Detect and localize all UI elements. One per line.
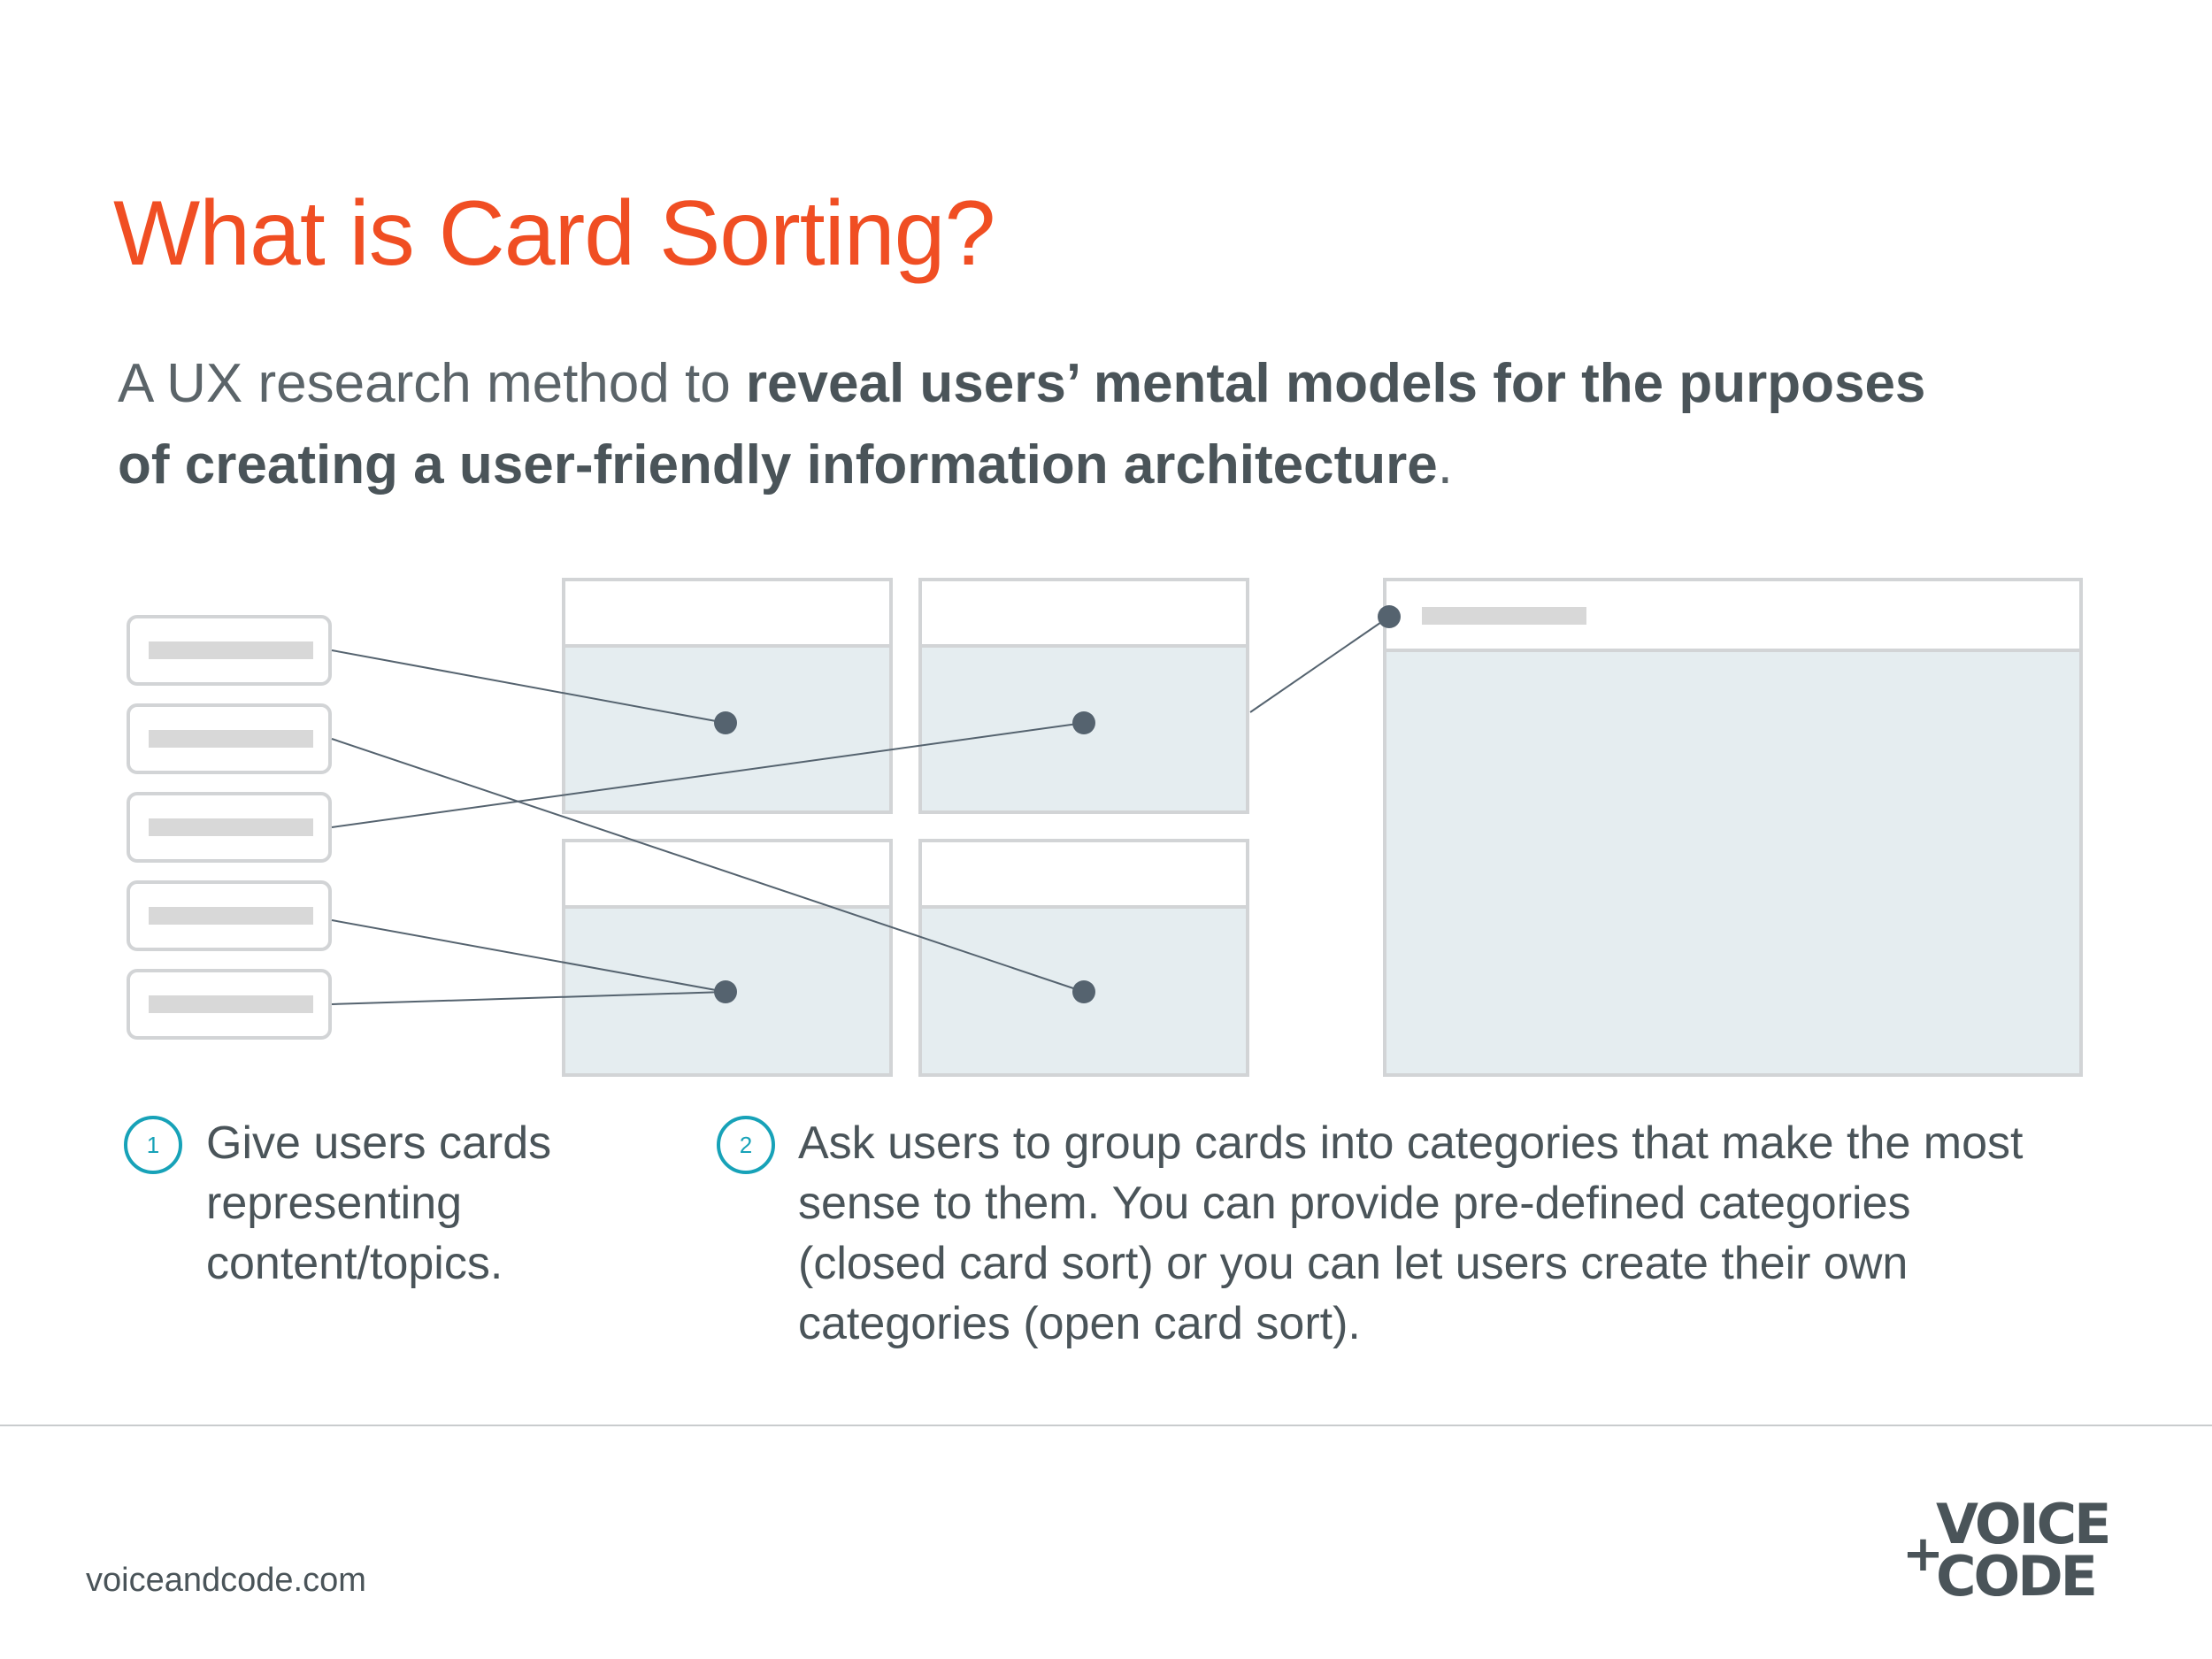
card-placeholder-bar [149,641,313,659]
logo-line-2: CODE [1936,1544,2095,1601]
connector-dot [1072,980,1095,1003]
card-placeholder-bar [149,995,313,1013]
connector-dots [714,605,1401,1003]
category-detail-panel [1383,578,2083,1077]
panel-placeholder-bar [1422,607,1586,625]
step-number-badge: 2 [717,1116,775,1174]
subtitle-emphasis: reveal users’ mental models for the purp… [118,353,1926,495]
connector-line [331,991,726,1005]
voice-and-code-logo: + VOICE CODE [1902,1495,2112,1601]
connector-line [331,722,1085,828]
subtitle: A UX research method to reveal users’ me… [118,343,1976,506]
connector-dot [714,980,737,1003]
connector-dot [1378,605,1401,628]
card-placeholder-bars [149,641,313,1013]
connector-dot [714,711,737,734]
logo-mark: + [1902,1525,1944,1583]
page-title: What is Card Sorting? [113,182,995,285]
category-group [562,839,893,1077]
step-text: Ask users to group cards into categories… [798,1118,2024,1349]
card-placeholder-bar [149,907,313,925]
category-groups [562,578,1249,1077]
connector-dot [1072,711,1095,734]
connector-line [1249,616,1390,713]
connector-line [331,738,1085,993]
website-link[interactable]: voiceandcode.com [86,1562,366,1599]
logo-line-1: VOICE [1936,1495,2109,1556]
connector-line [331,649,726,724]
subtitle-intro: A UX research method to [118,353,746,414]
card-placeholder-bar [149,818,313,836]
connector-line [331,919,726,993]
card-placeholder-bar [149,730,313,748]
footer-divider [0,1425,2212,1426]
step-text: Give users cards representing content/to… [206,1118,552,1289]
step-number-badge: 1 [124,1116,182,1174]
connector-lines [331,616,1390,1005]
category-group [918,578,1249,814]
subtitle-end: . [1437,434,1453,495]
category-group [562,578,893,814]
category-group [918,839,1249,1077]
